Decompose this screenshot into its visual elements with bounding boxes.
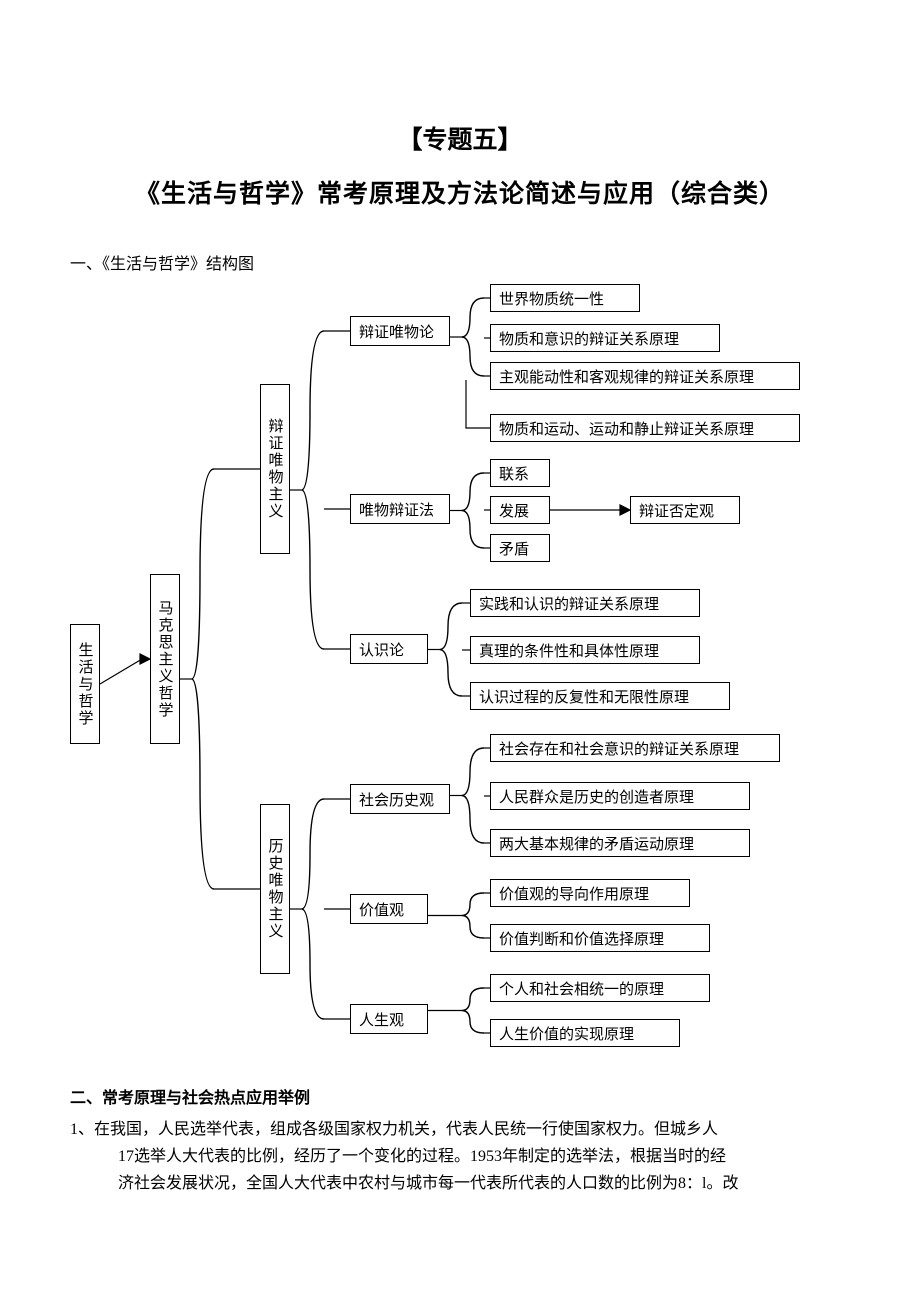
section2-heading: 二、常考原理与社会热点应用举例 [70, 1084, 850, 1108]
node-wbf: 唯物辩证法 [350, 494, 450, 524]
structure-diagram: 生活与哲学 马克思主义哲学 辩证唯物主义历史唯物主义 辩证唯物论唯物辩证法认识论社会历… [70, 284, 850, 1064]
node-jzg_2: 价值判断和价值选择原理 [490, 924, 710, 952]
section2: 二、常考原理与社会热点应用举例 1、在我国，人民选举代表，组成各级国家权力机关，… [70, 1084, 850, 1198]
section1-heading: 一、《生活与哲学》结构图 [70, 250, 850, 274]
node-wbf_3: 矛盾 [490, 534, 550, 562]
node-bwl_3: 主观能动性和客观规律的辩证关系原理 [490, 362, 800, 390]
node-rsl_2: 真理的条件性和具体性原理 [470, 636, 700, 664]
page-root: 【专题五】 《生活与哲学》常考原理及方法论简述与应用（综合类） 一、《生活与哲学… [0, 0, 920, 1238]
node-rsg_1: 个人和社会相统一的原理 [490, 974, 710, 1002]
item-number: 1、 [70, 1121, 94, 1138]
example-item-1: 1、在我国，人民选举代表，组成各级国家权力机关，代表人民统一行使国家权力。但城乡… [70, 1116, 850, 1198]
item-line1: 在我国，人民选举代表，组成各级国家权力机关，代表人民统一行使国家权力。但城乡人 [94, 1121, 718, 1138]
title-block: 【专题五】 《生活与哲学》常考原理及方法论简述与应用（综合类） [70, 120, 850, 210]
node-wbf_2a: 辩证否定观 [630, 496, 740, 524]
node-marx: 马克思主义哲学 [150, 574, 180, 744]
node-bwl_2: 物质和意识的辩证关系原理 [490, 324, 720, 352]
node-bwl: 辩证唯物论 [350, 316, 450, 346]
doc-subtitle: 《生活与哲学》常考原理及方法论简述与应用（综合类） [70, 174, 850, 210]
node-jzg: 价值观 [350, 894, 428, 924]
node-histmat: 历史唯物主义 [260, 804, 290, 974]
node-wbf_2: 发展 [490, 496, 550, 524]
doc-title: 【专题五】 [70, 120, 850, 156]
node-shlsg_3: 两大基本规律的矛盾运动原理 [490, 829, 750, 857]
node-dialmat: 辩证唯物主义 [260, 384, 290, 554]
node-rsg_2: 人生价值的实现原理 [490, 1019, 680, 1047]
node-root: 生活与哲学 [70, 624, 100, 744]
node-jzg_1: 价值观的导向作用原理 [490, 879, 690, 907]
diagram-connectors [70, 284, 850, 1064]
node-shlsg_2: 人民群众是历史的创造者原理 [490, 782, 750, 810]
node-shlsg_1: 社会存在和社会意识的辩证关系原理 [490, 734, 780, 762]
node-wbf_1: 联系 [490, 459, 550, 487]
node-shlsg: 社会历史观 [350, 784, 450, 814]
node-bwl_1: 世界物质统一性 [490, 284, 640, 312]
node-rsl: 认识论 [350, 634, 428, 664]
node-bwl_4: 物质和运动、运动和静止辩证关系原理 [490, 414, 800, 442]
node-rsg: 人生观 [350, 1004, 428, 1034]
node-rsl_1: 实践和认识的辩证关系原理 [470, 589, 700, 617]
item-line3: 济社会发展状况，全国人大代表中农村与城市每一代表所代表的人口数的比例为8：l。改 [118, 1170, 850, 1197]
item-line2: 17选举人大代表的比例，经历了一个变化的过程。1953年制定的选举法，根据当时的… [118, 1143, 850, 1170]
node-rsl_3: 认识过程的反复性和无限性原理 [470, 682, 730, 710]
